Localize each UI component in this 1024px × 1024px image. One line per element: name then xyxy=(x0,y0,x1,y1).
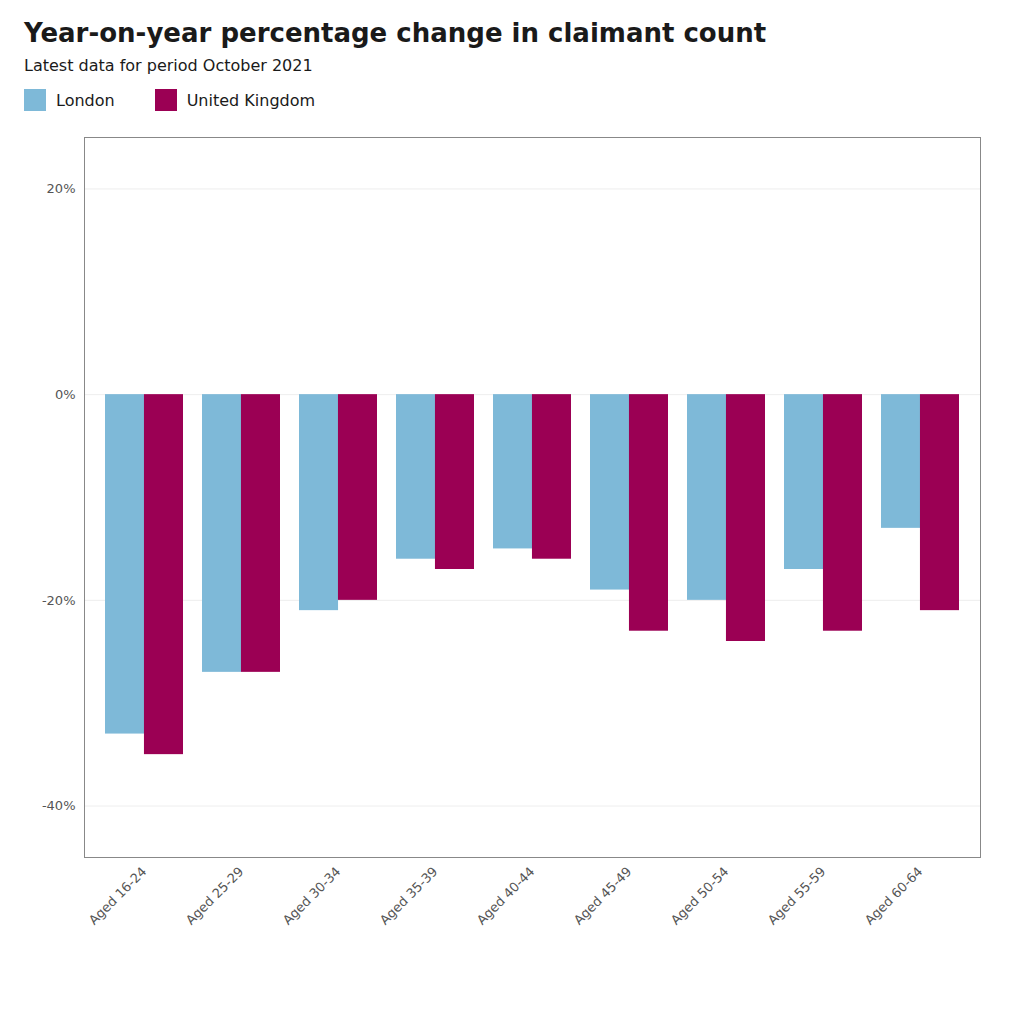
svg-text:Aged 25-29: Aged 25-29 xyxy=(183,864,247,928)
svg-text:20%: 20% xyxy=(47,181,76,196)
svg-text:0%: 0% xyxy=(55,387,76,402)
svg-text:Aged 50-54: Aged 50-54 xyxy=(668,864,732,928)
svg-text:Aged 40-44: Aged 40-44 xyxy=(474,864,538,928)
svg-text:Aged 30-34: Aged 30-34 xyxy=(280,864,344,928)
html-text:London: London xyxy=(56,90,115,110)
svg-text:-20%: -20% xyxy=(42,593,76,608)
svg-text:Aged 55-59: Aged 55-59 xyxy=(765,864,829,928)
svg-text:-40%: -40% xyxy=(42,798,76,813)
html-text:Latest data for period October: Latest data for period October 2021 xyxy=(24,56,313,75)
svg-text:Aged 45-49: Aged 45-49 xyxy=(571,864,635,928)
html-text:United Kingdom: United Kingdom xyxy=(186,90,316,110)
svg-text:Aged 16-24: Aged 16-24 xyxy=(86,864,150,928)
svg-text:Aged 35-39: Aged 35-39 xyxy=(377,864,441,928)
svg-text:Aged 60-64: Aged 60-64 xyxy=(862,864,926,928)
html-text:Year-on-year percentage change: Year-on-year percentage change in claima… xyxy=(24,18,767,48)
